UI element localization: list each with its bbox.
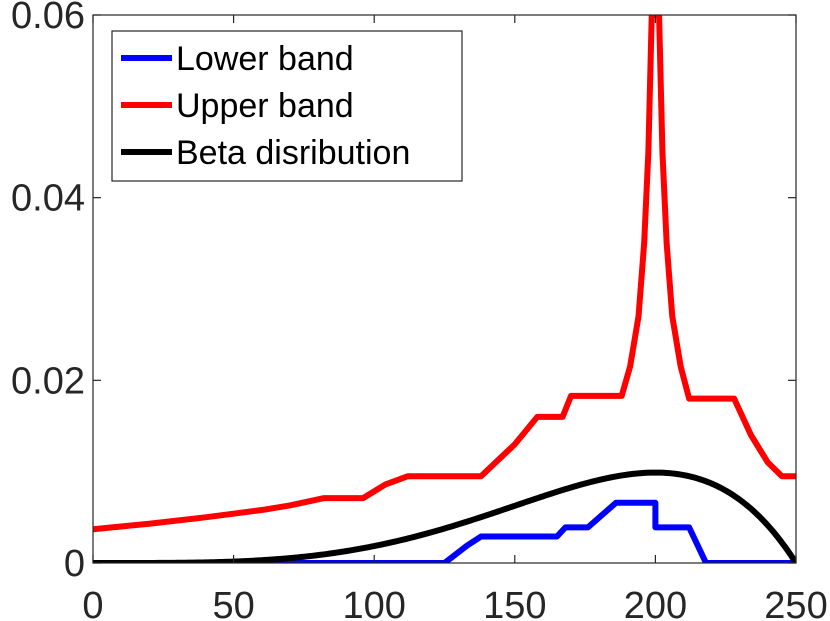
axes-layer: 0 50 100 150 200 250 0 0.02 0.04 0.06 <box>11 0 828 621</box>
y-tick-label: 0 <box>64 543 85 585</box>
series-layer <box>93 15 796 563</box>
x-tick-label: 200 <box>624 585 687 621</box>
x-tick-label: 50 <box>212 585 254 621</box>
series-line-lower-band <box>93 499 796 563</box>
legend-label: Lower band <box>176 40 354 78</box>
y-tick-label: 0.04 <box>11 178 85 220</box>
series-line-beta-disribution <box>93 469 796 563</box>
series-line-upper-band <box>93 15 796 533</box>
axes-box <box>92 14 797 564</box>
x-tick-label: 0 <box>82 585 103 621</box>
legend-label: Upper band <box>176 87 354 125</box>
legend-label: Beta disribution <box>176 134 410 172</box>
x-tick-label: 100 <box>342 585 405 621</box>
y-tick-label: 0.06 <box>11 0 85 37</box>
y-tick-label: 0.02 <box>11 360 85 402</box>
x-tick-label: 250 <box>764 585 827 621</box>
legend: Lower band Upper band Beta disribution <box>111 30 463 182</box>
x-tick-label: 150 <box>483 585 546 621</box>
